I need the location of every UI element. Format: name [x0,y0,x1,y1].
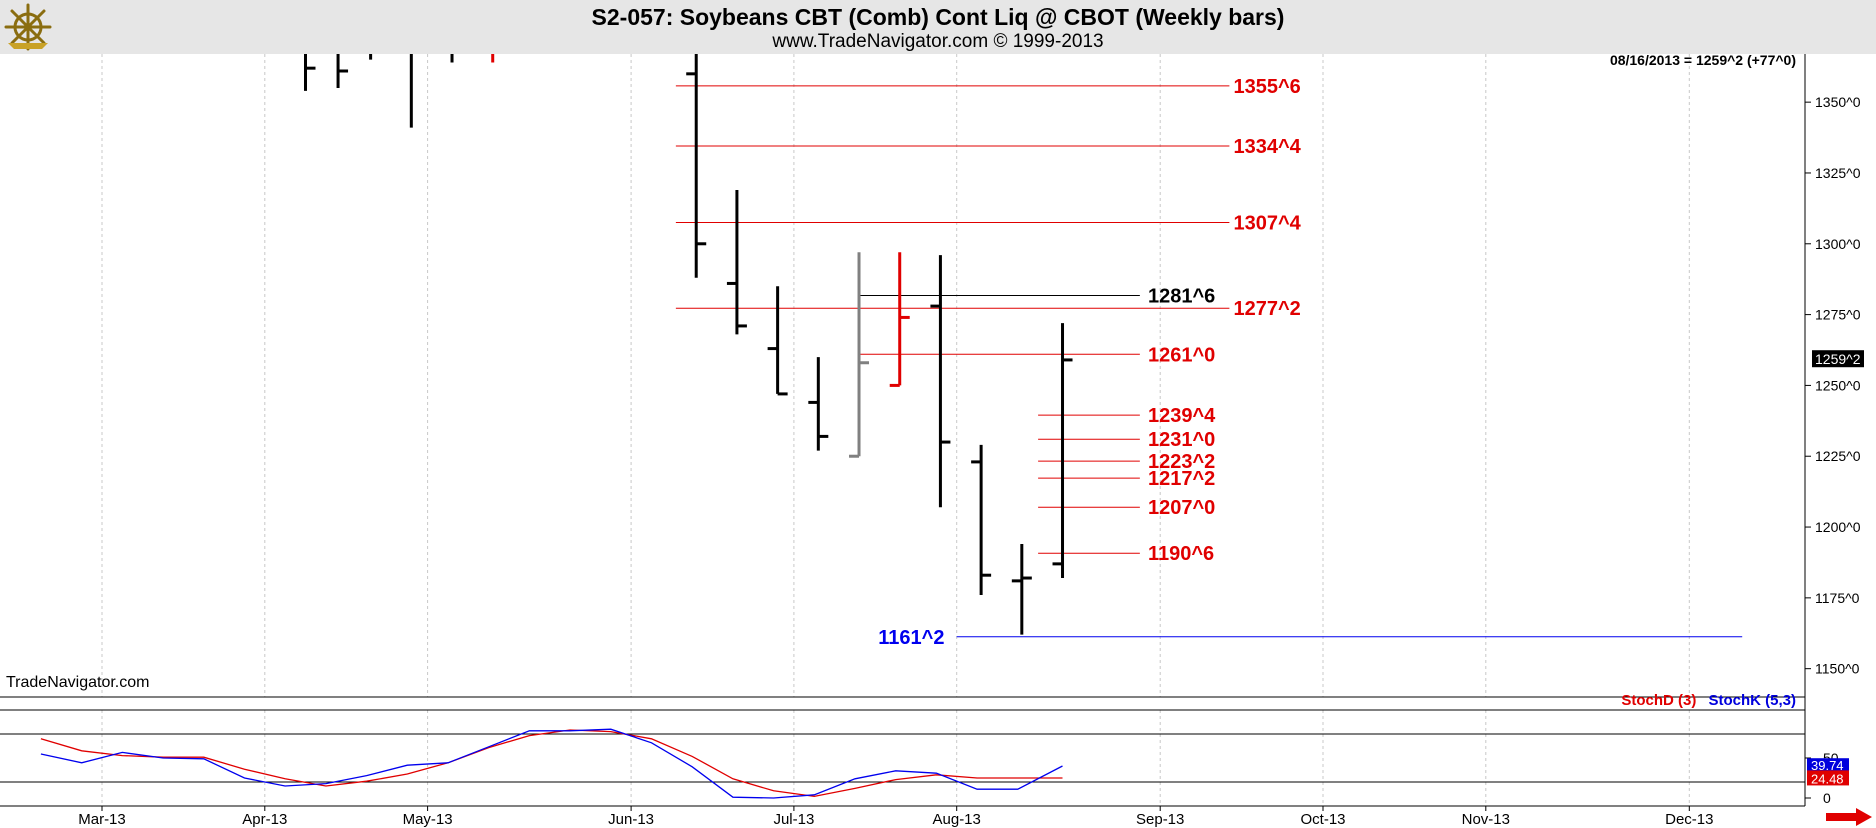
x-tick-label: Apr-13 [242,811,287,828]
x-tick-label: Nov-13 [1462,811,1510,828]
y-tick-label: 1350^0 [1815,94,1861,110]
osc-y-tick-label: 0 [1823,790,1831,806]
level-label: 1261^0 [1148,344,1215,366]
y-tick-label: 1300^0 [1815,236,1861,252]
level-label: 1281^6 [1148,285,1215,307]
date-value-readout: 08/16/2013 = 1259^2 (+77^0) [1609,52,1796,68]
stoch-line-k [40,728,1063,799]
x-tick-label: May-13 [403,811,453,828]
level-label: 1223^2 [1148,451,1215,473]
stochk-value: 39.74 [1811,758,1844,773]
level-label: 1161^2 [878,627,944,649]
last-price-box [1812,350,1864,368]
scroll-right-arrow-icon[interactable] [1826,808,1872,826]
y-tick-label: 1250^0 [1815,377,1861,393]
chart-header [0,0,1876,54]
stoch-line-d [40,729,1063,798]
indicator-legend: StochD (3) StochK (5,3) [1621,692,1796,709]
ohlc-bars-group [304,54,1073,635]
last-price-label: 1259^2 [1815,351,1861,367]
chart-title: S2-057: Soybeans CBT (Comb) Cont Liq @ C… [591,4,1285,30]
x-tick-label: Oct-13 [1300,811,1345,828]
y-tick-label: 1175^0 [1815,590,1860,606]
level-label: 1334^4 [1233,136,1301,158]
legend-stochk: StochK (5,3) [1708,692,1796,709]
stochk-value-box [1807,758,1849,773]
stochd-value-box [1807,770,1849,786]
level-label: 1231^0 [1148,429,1215,451]
level-label: 1207^0 [1148,497,1215,519]
y-tick-label: 1200^0 [1815,519,1861,535]
level-label: 1307^4 [1233,213,1301,235]
x-tick-label: Sep-13 [1136,811,1184,828]
x-tick-label: Dec-13 [1665,811,1713,828]
x-tick-label: Jul-13 [773,811,814,828]
y-tick-label: 1275^0 [1815,307,1861,323]
x-tick-label: Jun-13 [608,811,654,828]
level-label: 1217^2 [1148,468,1215,490]
x-tick-label: Aug-13 [933,811,981,828]
x-tick-label: Mar-13 [78,811,126,828]
y-tick-label: 1150^0 [1815,661,1860,677]
ship-wheel-logo-icon [4,3,52,51]
legend-stochd: StochD (3) [1621,692,1697,709]
level-lines-group [675,85,1743,638]
chart-subtitle: www.TradeNavigator.com © 1999-2013 [772,31,1104,52]
watermark-text: TradeNavigator.com [6,674,150,691]
level-label: 1277^2 [1233,298,1300,320]
level-label: 1355^6 [1233,76,1300,98]
level-label: 1239^4 [1148,405,1216,427]
level-label: 1190^6 [1148,543,1214,565]
stochd-value: 24.48 [1811,771,1844,786]
y-tick-label: 1225^0 [1815,448,1861,464]
y-tick-label: 1325^0 [1815,165,1861,181]
